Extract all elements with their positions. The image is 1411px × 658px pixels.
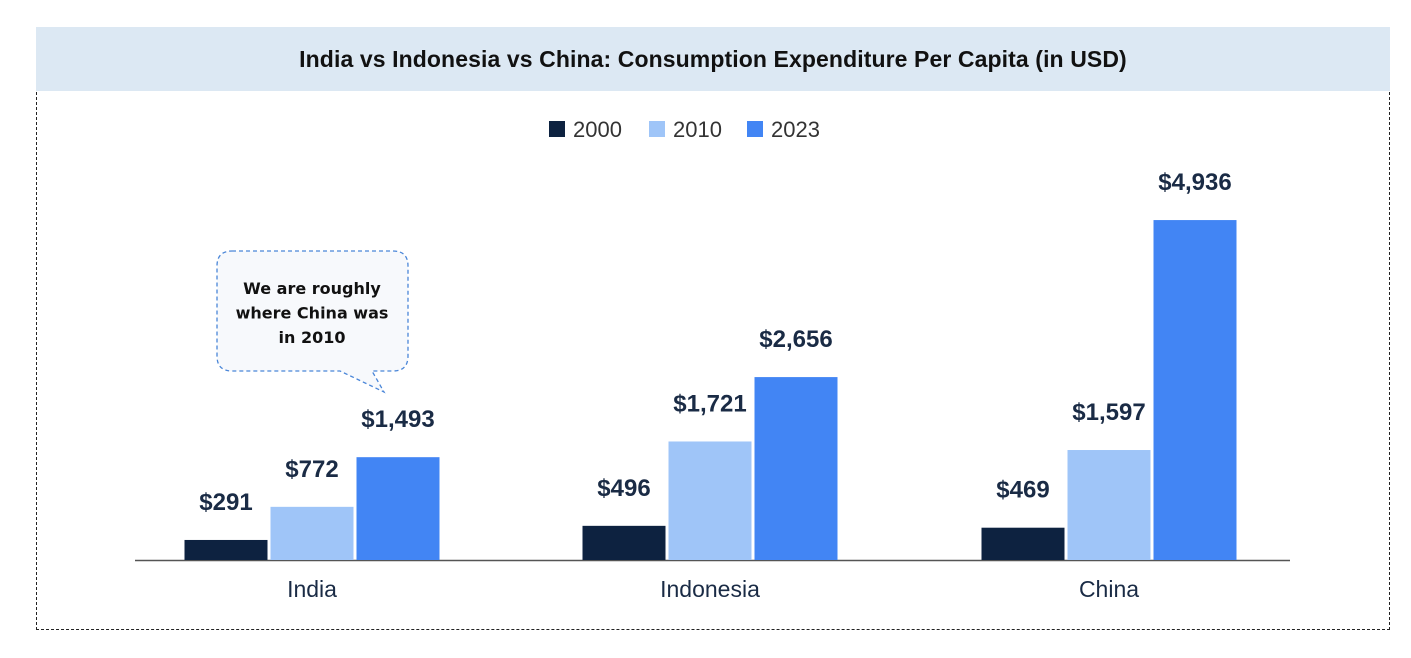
- bar-indonesia-2010: [668, 441, 752, 560]
- bar-label-india-2000: $291: [199, 489, 252, 516]
- chart-frame: [36, 27, 1390, 630]
- bar-label-indonesia-2000: $496: [597, 475, 650, 502]
- bar-indonesia-2023: [754, 377, 838, 560]
- legend-swatch-2000: [549, 121, 565, 137]
- legend-label-2023: 2023: [771, 117, 820, 142]
- callout-text-line-1: We are roughly: [243, 279, 381, 298]
- bar-label-india-2023: $1,493: [361, 406, 434, 433]
- legend-swatch-2023: [747, 121, 763, 137]
- bar-china-2023: [1153, 220, 1237, 560]
- category-label-india: India: [287, 576, 337, 602]
- category-label-china: China: [1079, 576, 1139, 602]
- callout-bubble: [216, 250, 409, 394]
- bar-china-2010: [1067, 450, 1151, 560]
- bar-label-china-2023: $4,936: [1158, 169, 1231, 196]
- category-label-indonesia: Indonesia: [660, 576, 760, 602]
- legend-swatch-2010: [649, 121, 665, 137]
- bar-india-2010: [270, 506, 354, 560]
- bar-india-2000: [184, 539, 268, 560]
- bar-label-indonesia-2023: $2,656: [759, 326, 832, 353]
- bar-label-indonesia-2010: $1,721: [673, 390, 746, 417]
- callout-text-line-2: where China was: [236, 304, 389, 323]
- bar-label-china-2000: $469: [996, 477, 1049, 504]
- bar-indonesia-2000: [582, 525, 666, 560]
- legend-label-2000: 2000: [573, 117, 622, 142]
- callout-text-line-3: in 2010: [279, 328, 346, 347]
- chart-title: India vs Indonesia vs China: Consumption…: [299, 45, 1127, 72]
- bar-label-china-2010: $1,597: [1072, 399, 1145, 426]
- bar-china-2000: [981, 527, 1065, 560]
- bar-india-2023: [356, 457, 440, 560]
- legend-label-2010: 2010: [673, 117, 722, 142]
- title-bar: India vs Indonesia vs China: Consumption…: [36, 27, 1390, 91]
- bar-label-india-2010: $772: [285, 456, 338, 483]
